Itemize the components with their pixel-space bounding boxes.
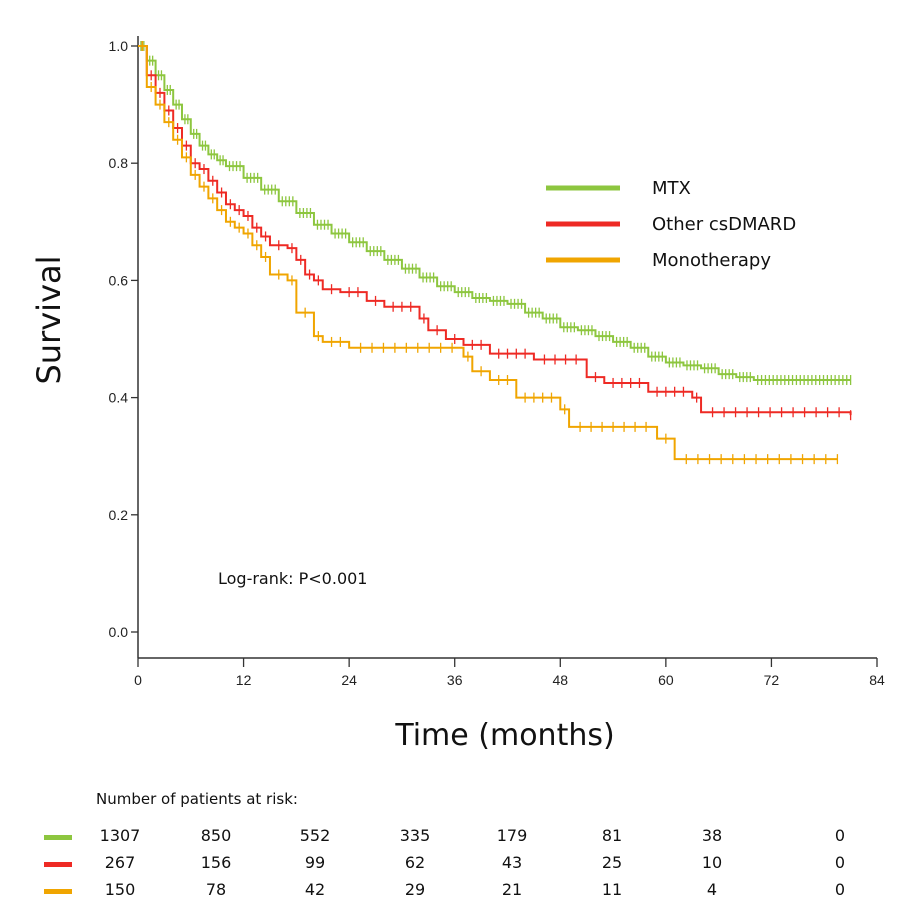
risk-cell: 0: [834, 880, 846, 899]
risk-cell: 552: [299, 826, 331, 845]
y-axis-title: Survival: [30, 255, 68, 384]
risk-cell: 42: [304, 880, 326, 899]
risk-cell: 21: [501, 880, 523, 899]
risk-row: 150 78 42 29 21 11 4 0: [0, 880, 907, 904]
risk-cell: 25: [601, 853, 623, 872]
risk-cell: 150: [104, 880, 136, 899]
risk-cell: 335: [399, 826, 431, 845]
x-axis-title: Time (months): [394, 718, 614, 753]
risk-cell: 78: [205, 880, 227, 899]
x-tick-label: 48: [552, 672, 568, 688]
legend: MTX Other csDMARD Monotherapy: [546, 178, 796, 271]
risk-cell: 62: [404, 853, 426, 872]
y-tick-label: 0.0: [109, 624, 129, 640]
x-tick-label: 24: [341, 672, 357, 688]
legend-label: Other csDMARD: [652, 214, 796, 235]
axes: 0.0 0.2 0.4 0.6 0.8 1.0 0 12 24 36 48 60 72 84: [109, 36, 885, 688]
risk-cell: 38: [701, 826, 723, 845]
survival-chart: 0.0 0.2 0.4 0.6 0.8 1.0 0 12 24 36 48 60 72 84 MTX Oth…: [30, 36, 885, 753]
risk-row-swatch: [44, 889, 72, 894]
x-tick-label: 0: [134, 672, 142, 688]
risk-cell: 43: [501, 853, 523, 872]
risk-cell: 179: [496, 826, 528, 845]
y-tick-label: 0.4: [109, 390, 129, 406]
risk-cell: 850: [200, 826, 232, 845]
km-line: [138, 45, 851, 382]
x-tick-label: 84: [869, 672, 885, 688]
risk-cell: 0: [834, 826, 846, 845]
x-tick-label: 72: [764, 672, 780, 688]
legend-label: MTX: [652, 178, 691, 199]
risk-row-swatch: [44, 835, 72, 840]
risk-row: 267 156 99 62 43 25 10 0: [0, 853, 907, 877]
x-tick-label: 36: [447, 672, 463, 688]
y-tick-label: 0.2: [109, 507, 129, 523]
risk-cell: 156: [200, 853, 232, 872]
risk-cell: 29: [404, 880, 426, 899]
y-tick-label: 0.8: [109, 155, 129, 171]
logrank-annotation: Log-rank: P<0.001: [218, 569, 367, 588]
km-curve-monotherapy: [138, 41, 839, 465]
risk-cell: 267: [104, 853, 136, 872]
risk-cell: 0: [834, 853, 846, 872]
risk-cell: 1307: [99, 826, 141, 845]
legend-item: Monotherapy: [546, 250, 771, 271]
y-tick-label: 0.6: [109, 272, 129, 288]
risk-cell: 4: [706, 880, 718, 899]
risk-cell: 81: [601, 826, 623, 845]
risk-row: 1307 850 552 335 179 81 38 0: [0, 826, 907, 850]
x-tick-label: 60: [658, 672, 674, 688]
km-curve-mtx: [138, 41, 852, 386]
risk-row-swatch: [44, 862, 72, 867]
risk-cell: 10: [701, 853, 723, 872]
risk-cell: 11: [601, 880, 623, 899]
y-tick-label: 1.0: [109, 38, 129, 54]
legend-label: Monotherapy: [652, 250, 771, 271]
risk-table-title: Number of patients at risk:: [96, 790, 298, 808]
curves: [138, 41, 852, 465]
legend-item: Other csDMARD: [546, 214, 796, 235]
x-tick-label: 12: [236, 672, 252, 688]
legend-item: MTX: [546, 178, 691, 199]
risk-cell: 99: [304, 853, 326, 872]
